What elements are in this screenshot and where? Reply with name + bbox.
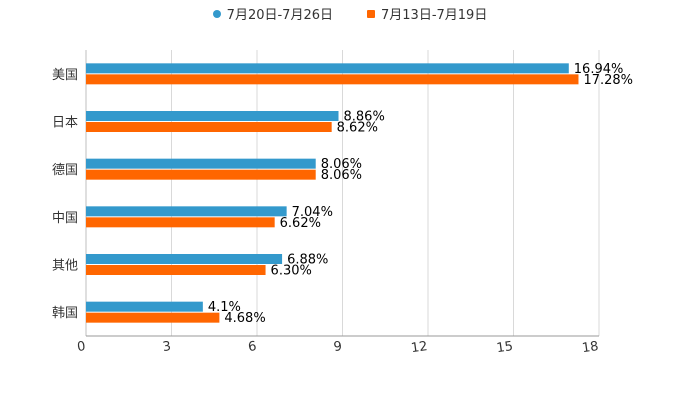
data-label-s1-2: 8.06% bbox=[321, 157, 362, 172]
legend-swatch-series-1-icon bbox=[212, 9, 221, 18]
data-label-s1-4: 6.88% bbox=[287, 253, 328, 268]
x-tick-label-0: 0 bbox=[76, 339, 86, 355]
bar-s2-4 bbox=[86, 265, 266, 275]
data-label-s1-5: 4.1% bbox=[208, 300, 241, 315]
bar-s2-1 bbox=[86, 122, 332, 132]
data-label-s2-3: 6.62% bbox=[280, 216, 321, 231]
bar-s1-4 bbox=[86, 254, 283, 264]
bar-s1-3 bbox=[86, 206, 287, 217]
x-tick-label-3: 3 bbox=[162, 339, 172, 355]
x-tick-label-15: 15 bbox=[496, 339, 514, 356]
category-label-3: 中国 bbox=[52, 211, 78, 226]
x-tick-label-12: 12 bbox=[410, 339, 428, 356]
data-label-s2-0: 17.28% bbox=[583, 73, 633, 88]
bar-s1-0 bbox=[86, 63, 569, 74]
legend-label-series-2: 7月13日-7月19日 bbox=[381, 8, 488, 23]
legend-swatch-series-2-icon bbox=[367, 9, 375, 18]
data-label-s1-3: 7.04% bbox=[292, 205, 333, 220]
legend-item-series-2[interactable]: 7月13日-7月19日 bbox=[367, 4, 487, 23]
data-label-s1-0: 16.94% bbox=[574, 62, 624, 77]
x-tick-label-18: 18 bbox=[581, 339, 599, 356]
x-tick-label-6: 6 bbox=[247, 339, 257, 355]
legend-item-series-1[interactable]: 7月20日-7月26日 bbox=[212, 4, 333, 23]
category-label-1: 日本 bbox=[52, 116, 78, 131]
bar-s2-5 bbox=[86, 312, 220, 323]
bar-s2-0 bbox=[86, 74, 579, 85]
category-label-2: 德国 bbox=[52, 163, 78, 178]
category-label-0: 美国 bbox=[52, 68, 78, 83]
data-label-s2-4: 6.30% bbox=[271, 264, 312, 279]
x-tick-label-9: 9 bbox=[333, 339, 343, 355]
legend: 7月20日-7月26日 7月13日-7月19日 bbox=[0, 4, 700, 23]
legend-label-series-1: 7月20日-7月26日 bbox=[226, 8, 333, 23]
category-label-5: 韩国 bbox=[52, 306, 78, 321]
bar-s2-2 bbox=[86, 169, 316, 180]
bar-s1-2 bbox=[86, 158, 316, 169]
category-label-4: 其他 bbox=[52, 259, 78, 274]
bar-s1-1 bbox=[86, 111, 339, 121]
bar-s2-3 bbox=[86, 217, 275, 228]
data-label-s2-2: 8.06% bbox=[321, 168, 362, 183]
data-label-s2-5: 4.68% bbox=[224, 311, 265, 326]
data-label-s2-1: 8.62% bbox=[337, 121, 378, 136]
bar-s1-5 bbox=[86, 301, 203, 312]
data-label-s1-1: 8.86% bbox=[344, 110, 385, 125]
